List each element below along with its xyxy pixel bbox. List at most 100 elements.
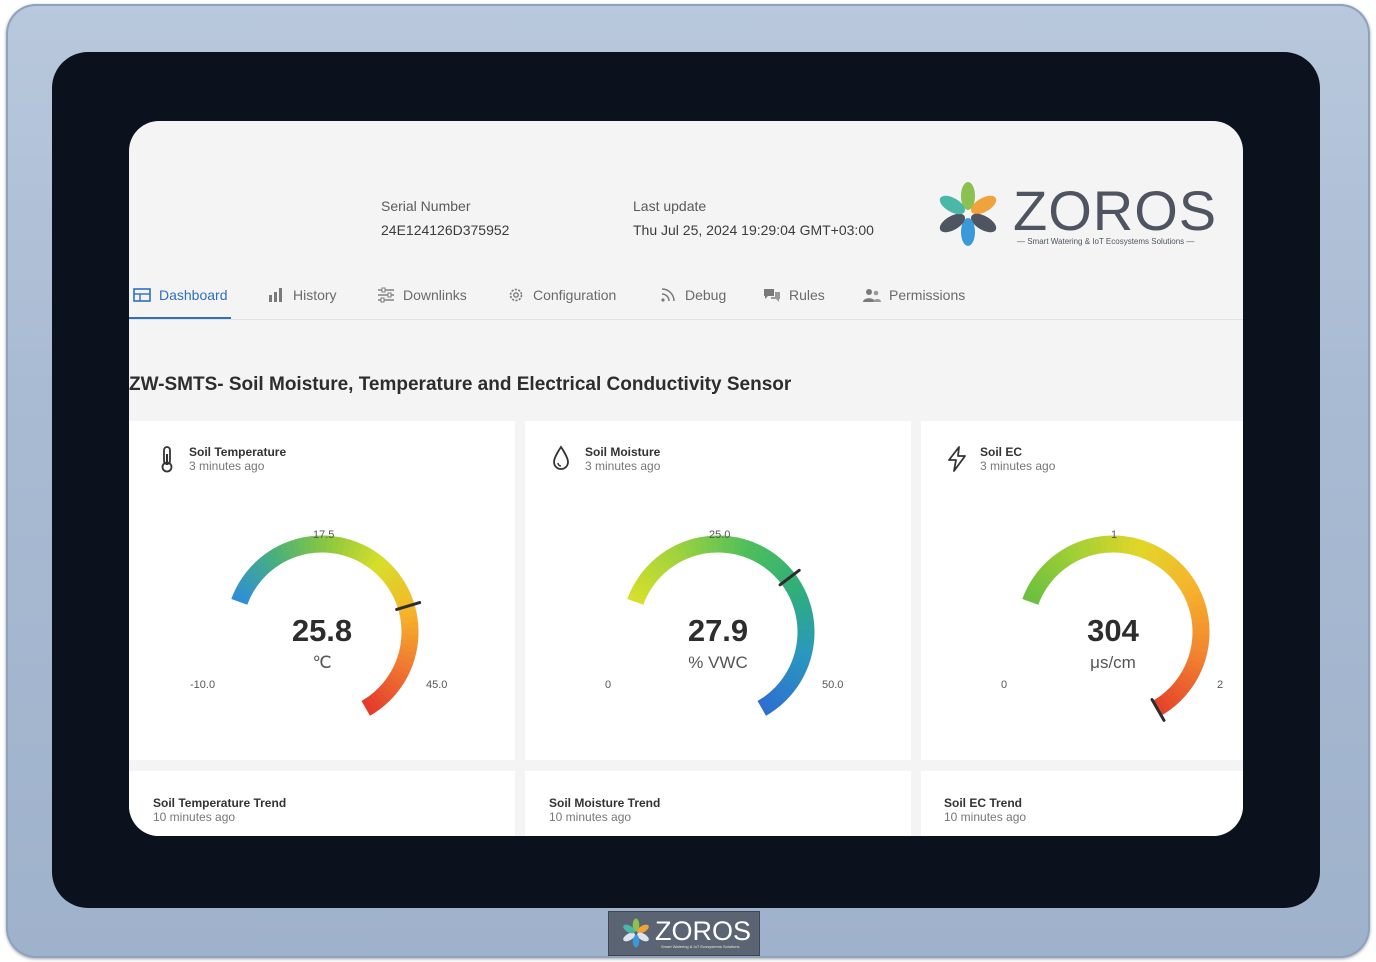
tab-label: Downlinks [403,287,467,303]
tab-debug[interactable]: Debug [659,277,726,313]
tab-label: Dashboard [159,287,228,303]
gauge-arc-segment [369,554,385,572]
gauge-arc-segment [732,537,743,556]
rss-icon [661,288,675,302]
gauge-arc-segment [285,540,297,559]
gauge-arc-segment [756,547,771,566]
zoros-logo: ZOROS — Smart Watering & IoT Ecosystems … [931,177,1221,257]
gauge-arc-segment [1189,603,1207,614]
gauge-arc-segment [268,547,283,566]
gauge-arc-segment [722,535,731,554]
gauge-arc-segment [646,562,663,579]
gauge-arc-segment [780,676,798,692]
gauge-arc-segment [1022,592,1041,605]
tab-rules[interactable]: Rules [763,277,825,313]
active-tab-indicator [129,317,231,319]
gauge-arc-segment [239,576,257,592]
tab-label: History [293,287,337,303]
gauge-arc-segment [1027,582,1046,596]
gauge-arc-segment [1180,581,1199,595]
gauge-arc-segment [383,571,401,587]
card-timestamp: 10 minutes ago [549,810,632,824]
card-timestamp: 3 minutes ago [980,459,1056,473]
badge-wordmark: ZOROS [655,916,752,946]
gauge-arc-segment [1132,538,1144,557]
gauge-arc-segment [664,547,679,566]
card-title: Soil EC [980,445,1023,459]
gauge-arc-segment [1059,547,1074,566]
gauge-arc-segment [263,551,279,569]
gauge-arc-segment [1164,688,1181,706]
gauge-arc-segment [1175,676,1193,692]
gauge-unit: % VWC [688,653,748,672]
gauge-arc-segment [765,554,781,572]
gauge-arc-segment [346,540,358,559]
gauge-arc-segment [369,691,386,709]
gauge-arc-segment [1164,558,1180,575]
gauge-arc-segment [231,592,250,605]
gauge-arc-segment [1178,672,1197,687]
gauge-min-label: 0 [1001,679,1008,691]
tab-history[interactable]: History [267,277,337,313]
gauge-arc-segment [760,550,776,569]
gauge-arc-segment [792,597,811,610]
card-title: Soil Temperature [189,445,287,459]
gauge-arc-segment [303,536,312,555]
gauge-arc-segment [670,545,684,563]
bar-chart-icon [269,288,282,302]
gauge-arc-segment [1142,542,1155,561]
gauge-arc-segment [1122,536,1132,554]
tab-label: Debug [685,287,727,303]
tab-label: Configuration [533,287,617,303]
tab-permissions[interactable]: Permissions [863,277,965,313]
gauge-arc-segment [373,558,389,575]
gauge-arc-segment [246,567,264,583]
gauge-arc-segment [1185,592,1204,605]
gauge-arc-segment [380,566,398,583]
gauge-arc-segment [1187,597,1206,610]
gauge-arc-segment [389,581,408,595]
gauge-arc-segment [297,537,307,556]
gauge-arc-segment [326,535,335,554]
tab-dashboard[interactable]: Dashboard [133,277,228,313]
gauge-arc-segment [1100,535,1108,554]
gauge-mid-label: 1 [1111,529,1118,541]
gauge-arc-segment [1088,537,1098,556]
gauge-arc-segment [1172,680,1190,697]
gauge-arc-segment [1156,695,1172,713]
page-title: ZW-SMTS- Soil Moisture, Temperature and … [129,374,792,395]
gauge-arc-segment [642,567,660,583]
gauge-arc-segment [364,550,380,569]
gauge-arc-segment [1033,571,1051,587]
gauge-arc-segment [373,688,390,706]
gauge-arc-segment [1070,542,1084,561]
gauge-arc-segment [681,540,693,559]
gauge-arc-segment [742,540,754,559]
gauge-arc-segment [687,538,698,557]
gauge-arc-segment [1054,551,1070,569]
gauge-mid-label: 17.5 [313,529,335,541]
badge-tagline: Smart Watering & IoT Ecosystems Solution… [661,944,740,949]
gauge-arc-segment [1160,554,1176,572]
serial-number-label: Serial Number [381,198,471,214]
gauge [627,535,815,716]
gauge-arc-segment [772,562,790,579]
tab-configuration[interactable]: Configuration [507,277,616,313]
last-update-value: Thu Jul 25, 2024 19:29:04 GMT+03:00 [633,222,874,238]
gauge-mid-label: 25.0 [709,529,731,541]
gauge-arc-segment [377,684,395,701]
gauge-max-label: 50.0 [822,679,844,691]
gauge-arc-segment [365,695,381,713]
last-update-label: Last update [633,198,707,214]
dashboard-icon [133,288,151,302]
tab-label: Permissions [889,287,966,303]
gauge-arc-segment [1094,536,1103,555]
gauge-value: 27.9 [687,613,749,648]
gauge-arc-segment [635,576,653,592]
tab-label: Rules [789,287,825,303]
card-timestamp: 10 minutes ago [153,810,236,824]
tab-downlinks[interactable]: Downlinks [377,277,467,313]
gauge-arc-segment [1037,567,1055,583]
gauge-arc-segment [1155,550,1171,569]
gauge-arc-segment [1174,571,1192,587]
